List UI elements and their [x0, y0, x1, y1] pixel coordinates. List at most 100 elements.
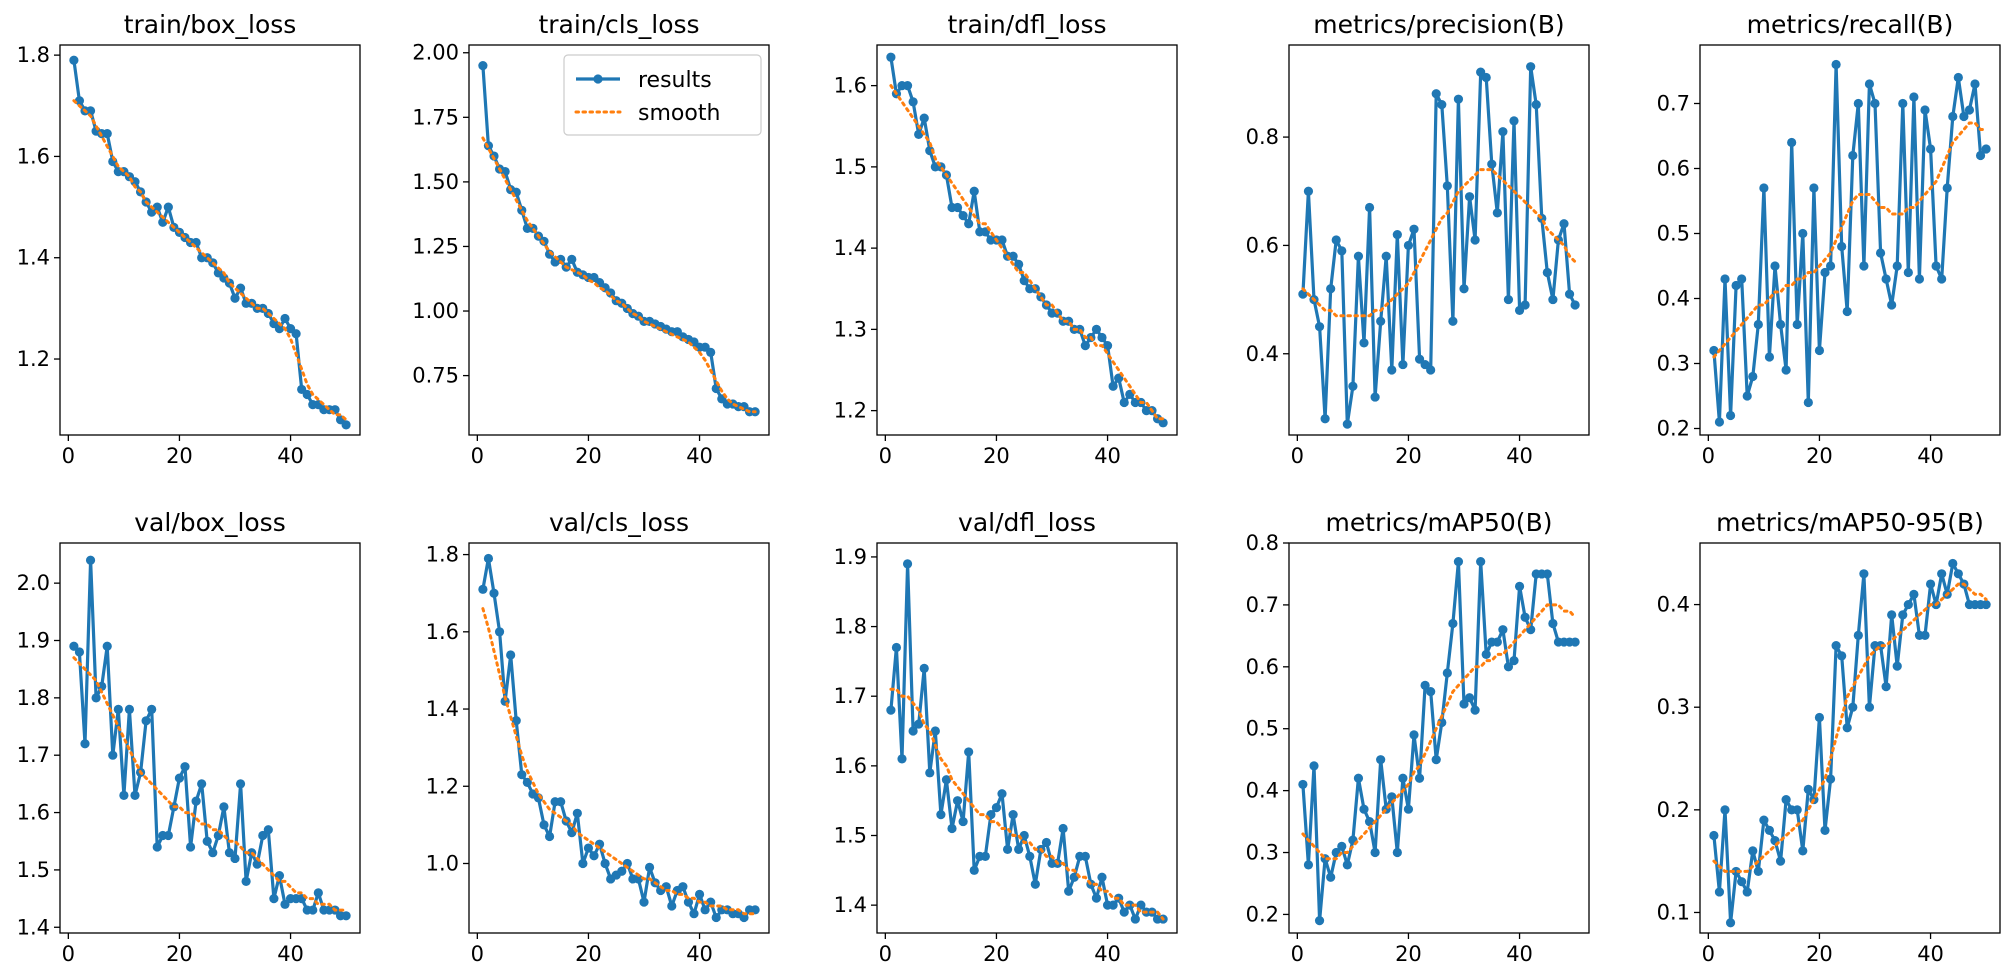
- results-point: [1925, 579, 1936, 589]
- results-point: [1820, 267, 1830, 278]
- results-point: [1314, 322, 1325, 332]
- y-tick-label: 0.5: [1246, 717, 1279, 741]
- results-point: [1409, 730, 1419, 740]
- results-point: [1414, 773, 1425, 783]
- results-point: [886, 705, 896, 715]
- results-point: [886, 52, 896, 62]
- results-point: [1298, 779, 1308, 790]
- results-point: [1848, 702, 1858, 712]
- y-tick-label: 1.4: [17, 246, 50, 270]
- results-point: [1014, 844, 1024, 855]
- results-point: [964, 219, 974, 229]
- results-point: [1842, 306, 1852, 317]
- results-point: [991, 803, 1002, 813]
- results-point: [600, 858, 610, 869]
- results-point: [1403, 240, 1414, 251]
- y-tick-label: 1.4: [834, 236, 867, 260]
- results-point: [1453, 94, 1464, 104]
- axes-frame: [468, 44, 770, 436]
- results-point: [1320, 414, 1330, 424]
- x-tick-label: 20: [575, 942, 602, 966]
- results-point: [69, 641, 79, 651]
- x-tick-label: 20: [1395, 942, 1422, 966]
- chart-title: val/dfl_loss: [958, 508, 1096, 537]
- results-point: [1948, 558, 1958, 569]
- axes-frame: [468, 542, 770, 934]
- results-point: [1448, 618, 1458, 629]
- results-point: [219, 802, 229, 812]
- results-point: [1875, 248, 1886, 258]
- results-point: [478, 61, 488, 71]
- results-point: [85, 555, 96, 565]
- results-point: [1542, 569, 1552, 579]
- y-tick-label: 1.9: [17, 629, 50, 653]
- x-tick-label: 40: [686, 942, 713, 966]
- results-point: [1559, 219, 1569, 229]
- results-point: [1970, 79, 1980, 89]
- x-tick-label: 0: [1702, 444, 1715, 468]
- y-tick-label: 0.4: [1246, 342, 1279, 366]
- results-point: [191, 796, 201, 806]
- legend-smooth-label: smooth: [638, 101, 720, 126]
- results-point: [1492, 637, 1502, 647]
- results-line: [1301, 65, 1577, 426]
- results-point: [1909, 92, 1919, 102]
- x-tick-label: 0: [471, 444, 484, 468]
- results-point: [1853, 630, 1863, 640]
- x-tick-label: 40: [1094, 444, 1121, 468]
- results-point: [69, 55, 79, 65]
- results-point: [1787, 137, 1797, 148]
- results-point: [1453, 556, 1464, 567]
- results-point: [1881, 682, 1891, 692]
- results-point: [1097, 872, 1107, 882]
- results-point: [1041, 837, 1052, 848]
- results-point: [902, 559, 913, 569]
- y-tick-label: 1.6: [834, 754, 867, 778]
- results-point: [1370, 847, 1380, 858]
- results-point: [102, 129, 112, 139]
- results-point: [1431, 89, 1441, 99]
- results-point: [750, 905, 760, 915]
- results-point: [130, 177, 140, 187]
- results-point: [1864, 702, 1875, 712]
- results-point: [1337, 841, 1347, 851]
- results-point: [1130, 914, 1140, 924]
- results-point: [185, 842, 196, 852]
- results-point: [639, 897, 649, 907]
- results-point: [1080, 341, 1090, 351]
- results-point: [1476, 556, 1486, 567]
- y-tick-label: 1.5: [17, 858, 50, 882]
- results-point: [280, 899, 290, 909]
- y-tick-label: 0.7: [1246, 593, 1279, 617]
- results-markers: [1298, 556, 1580, 926]
- y-tick-label: 1.8: [17, 686, 50, 710]
- results-point: [1825, 261, 1836, 271]
- chart-title: val/cls_loss: [549, 508, 689, 537]
- results-point: [1814, 345, 1825, 356]
- x-tick-label: 0: [1291, 942, 1304, 966]
- legend-results-label: results: [638, 68, 712, 93]
- y-tick-label: 0.4: [1657, 287, 1690, 311]
- results-point: [1548, 294, 1558, 305]
- x-tick-label: 40: [686, 444, 713, 468]
- results-point: [1781, 794, 1791, 805]
- results-point: [1526, 62, 1536, 72]
- results-point: [556, 797, 566, 807]
- results-point: [908, 726, 918, 736]
- x-tick-label: 0: [879, 444, 892, 468]
- results-point: [202, 836, 212, 846]
- results-point: [230, 293, 240, 303]
- chart-title: train/dfl_loss: [947, 10, 1106, 39]
- results-point: [1981, 599, 1991, 610]
- y-tick-label: 1.00: [412, 299, 459, 323]
- results-point: [1014, 259, 1024, 269]
- y-tick-label: 0.6: [1246, 655, 1279, 679]
- results-point: [1514, 581, 1525, 591]
- results-point: [1448, 316, 1458, 326]
- results-point: [1837, 241, 1847, 252]
- results-point: [914, 719, 924, 729]
- results-point: [1359, 338, 1369, 348]
- results-point: [1959, 111, 1969, 122]
- results-point: [891, 642, 902, 653]
